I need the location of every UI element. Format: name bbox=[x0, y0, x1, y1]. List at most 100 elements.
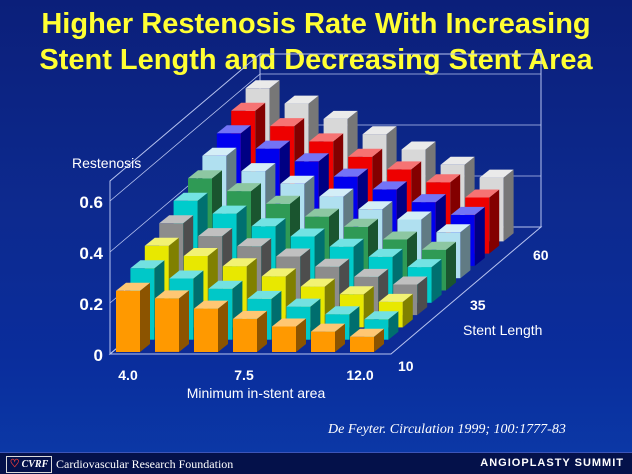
bar-front bbox=[116, 290, 140, 352]
bar-top bbox=[290, 228, 325, 237]
bar-top bbox=[212, 205, 247, 214]
bar-top bbox=[364, 311, 399, 320]
bar-top bbox=[227, 183, 261, 192]
bar-r1-c3 bbox=[194, 300, 228, 352]
bar-top bbox=[294, 153, 329, 162]
x-axis-title: Minimum in-stent area bbox=[187, 385, 326, 401]
bar-top bbox=[144, 237, 179, 246]
footer-bar: ♡ CVRF Cardiovascular Research Foundatio… bbox=[0, 452, 632, 474]
bar-top bbox=[311, 323, 345, 332]
title-line-2: Stent Length and Decreasing Stent Area bbox=[39, 44, 593, 76]
bar-top bbox=[378, 293, 413, 302]
bar-top bbox=[284, 95, 319, 104]
z-tick-label: 0.6 bbox=[79, 193, 103, 212]
bar-top bbox=[401, 141, 436, 150]
bar-side bbox=[417, 276, 428, 316]
heart-icon: ♡ bbox=[9, 458, 20, 470]
bar-side bbox=[431, 259, 442, 303]
bar-r2-c7 bbox=[364, 311, 399, 340]
bar-side bbox=[503, 169, 514, 242]
bar-front bbox=[350, 336, 374, 352]
y-tick-label: 60 bbox=[533, 247, 549, 263]
bar-top bbox=[169, 270, 204, 279]
logo-text: CVRF bbox=[21, 459, 49, 470]
bar-top bbox=[339, 286, 374, 295]
bar-side bbox=[489, 189, 500, 254]
bar-side bbox=[140, 282, 150, 352]
bar-top bbox=[130, 260, 165, 269]
bar-top bbox=[286, 298, 321, 307]
bar-top bbox=[233, 310, 267, 319]
bar-front bbox=[272, 326, 296, 352]
bar-r1-c5 bbox=[272, 318, 306, 352]
bar-top bbox=[362, 126, 397, 135]
bar-top bbox=[305, 208, 339, 217]
bar-top bbox=[208, 280, 243, 289]
chart-bars bbox=[116, 80, 514, 352]
bar-top bbox=[319, 188, 354, 197]
slide-title: Higher Restenosis Rate With Increasing S… bbox=[0, 6, 632, 78]
bar-top bbox=[155, 290, 189, 299]
bar-top bbox=[393, 276, 428, 285]
bar-top bbox=[333, 168, 368, 177]
bar-top bbox=[422, 241, 456, 250]
organization-name: Cardiovascular Research Foundation bbox=[56, 457, 234, 471]
x-tick-label: 7.5 bbox=[234, 367, 254, 383]
bar-top bbox=[255, 140, 290, 149]
bar-top bbox=[241, 163, 276, 172]
bar-top bbox=[411, 194, 446, 203]
bar-top bbox=[397, 211, 432, 220]
bar-side bbox=[257, 310, 267, 352]
citation: De Feyter. Circulation 1999; 100:1777-83 bbox=[328, 422, 566, 437]
bar-top bbox=[272, 318, 306, 327]
bar-top bbox=[450, 206, 485, 215]
bar-top bbox=[202, 147, 237, 156]
bar-top bbox=[159, 215, 194, 224]
cvrf-logo: ♡ CVRF bbox=[6, 456, 52, 473]
title-line-1: Higher Restenosis Rate With Increasing bbox=[41, 8, 591, 40]
event-name: ANGIOPLASTY SUMMIT bbox=[480, 457, 624, 469]
bar-r1-c7 bbox=[350, 328, 384, 352]
z-tick-label: 0.2 bbox=[79, 295, 103, 314]
bar-top bbox=[173, 192, 208, 201]
y-tick-label: 35 bbox=[470, 297, 486, 313]
z-axis-title: Restenosis bbox=[72, 155, 141, 171]
bar-top bbox=[251, 218, 286, 227]
bar-side bbox=[388, 311, 399, 340]
bar-top bbox=[183, 248, 218, 256]
y-tick-label: 10 bbox=[398, 358, 414, 374]
bar-top bbox=[231, 102, 266, 111]
bar-r1-c1 bbox=[116, 282, 150, 352]
bar-front bbox=[155, 298, 179, 352]
bar-r1-c2 bbox=[155, 290, 189, 352]
gridline-3 bbox=[109, 73, 541, 202]
bar-side bbox=[446, 241, 456, 291]
bar-top bbox=[309, 133, 344, 142]
bar-top bbox=[194, 300, 228, 309]
bar-top bbox=[216, 125, 251, 134]
bar-top bbox=[280, 175, 315, 184]
bar-top bbox=[383, 231, 417, 240]
bar-top bbox=[372, 181, 407, 190]
z-tick-label: 0 bbox=[94, 346, 103, 365]
bar-top bbox=[237, 238, 272, 247]
y-axis-title: Stent Length bbox=[463, 322, 542, 338]
bar-top bbox=[270, 118, 305, 127]
bar-top bbox=[426, 174, 461, 183]
bar-top bbox=[276, 248, 311, 257]
bar-side bbox=[218, 300, 228, 352]
bar-top bbox=[247, 290, 282, 299]
bar-top bbox=[407, 259, 442, 268]
bar-top bbox=[266, 195, 300, 204]
bar-top bbox=[222, 258, 257, 267]
bar-top bbox=[348, 148, 383, 157]
bar-top bbox=[436, 224, 471, 233]
bar-side bbox=[460, 224, 471, 279]
bar-top bbox=[358, 201, 393, 210]
bar-top bbox=[344, 218, 378, 227]
bar-top bbox=[315, 258, 350, 267]
bar-front bbox=[194, 308, 218, 352]
bar-side bbox=[296, 318, 306, 352]
